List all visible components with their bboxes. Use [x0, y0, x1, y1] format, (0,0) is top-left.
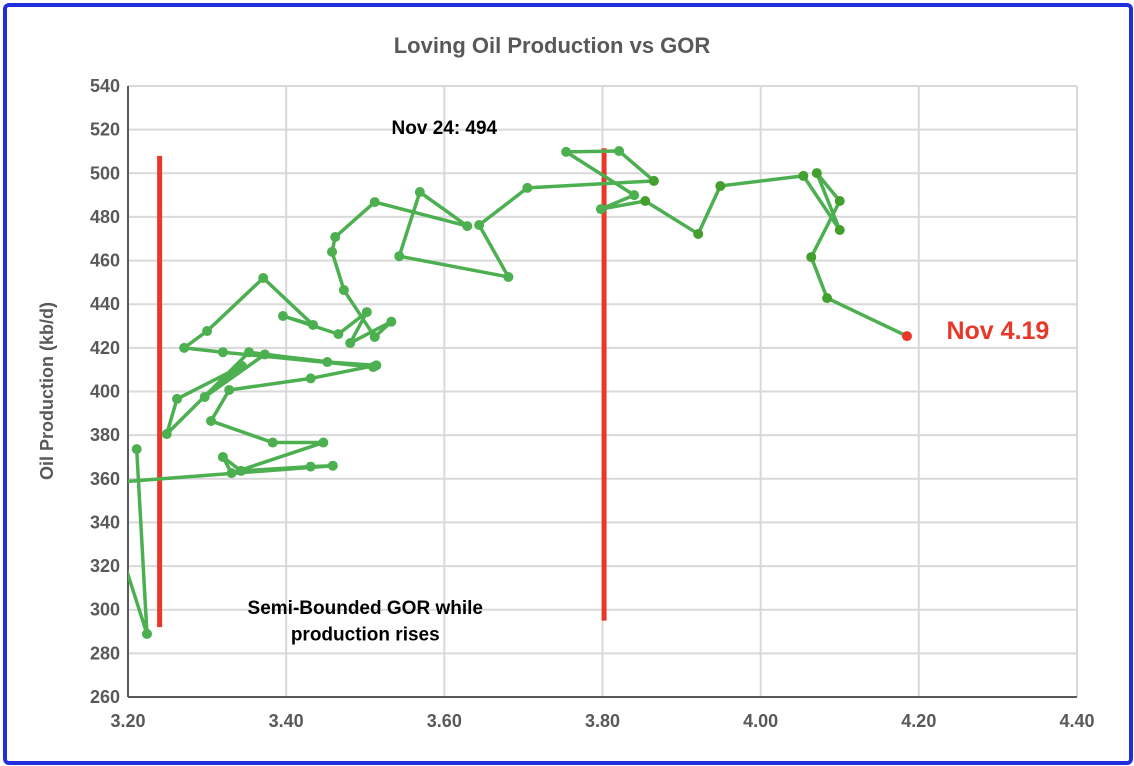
data-point	[414, 187, 425, 198]
y-tick-label: 360	[90, 469, 120, 489]
data-point	[361, 307, 372, 318]
x-tick-label: 4.40	[1059, 711, 1094, 731]
data-point	[327, 460, 338, 471]
data-point	[806, 252, 817, 263]
data-point	[394, 251, 405, 262]
chart-title: Loving Oil Production vs GOR	[394, 33, 711, 58]
data-point	[522, 182, 533, 193]
data-point	[462, 221, 473, 232]
y-tick-label: 380	[90, 425, 120, 445]
y-tick-label: 280	[90, 643, 120, 663]
data-point	[561, 146, 572, 157]
data-point	[834, 195, 845, 206]
data-point	[345, 338, 356, 349]
data-point	[243, 347, 254, 358]
data-point	[236, 465, 247, 476]
data-point	[822, 293, 833, 304]
data-point	[308, 319, 319, 330]
y-tick-label: 500	[90, 163, 120, 183]
x-tick-label: 4.20	[901, 711, 936, 731]
tick-labels: 260 280 300 320 340 360 380 400 420 440 460 480 500 5…	[90, 76, 1095, 731]
x-tick-label: 3.40	[269, 711, 304, 731]
y-tick-label: 460	[90, 251, 120, 271]
x-tick-label: 3.20	[110, 711, 145, 731]
data-point	[338, 285, 349, 296]
data-point	[131, 444, 142, 455]
y-axis-label: Oil Production (kb/d)	[37, 302, 57, 480]
data-point	[640, 195, 651, 206]
data-point	[327, 246, 338, 257]
data-point	[368, 362, 379, 373]
y-tick-label: 320	[90, 556, 120, 576]
x-tick-label: 4.00	[743, 711, 778, 731]
data-point	[648, 175, 659, 186]
data-point	[386, 316, 397, 327]
data-point	[595, 204, 606, 215]
data-point	[99, 496, 109, 506]
data-point	[318, 437, 329, 448]
data-point	[798, 170, 809, 181]
data-point	[161, 429, 172, 440]
data-point	[322, 357, 333, 368]
x-tick-label: 3.80	[585, 711, 620, 731]
data-point	[172, 393, 183, 404]
y-tick-label: 400	[90, 382, 120, 402]
data-point	[236, 360, 247, 371]
data-series	[99, 146, 912, 639]
data-point	[305, 373, 316, 384]
data-point	[259, 349, 270, 360]
data-point	[503, 271, 514, 282]
data-point	[305, 461, 316, 472]
y-tick-label: 260	[90, 687, 120, 707]
data-point	[330, 232, 341, 243]
data-point	[333, 329, 344, 340]
y-tick-label: 420	[90, 338, 120, 358]
data-point	[202, 326, 213, 337]
annotation-label: Semi-Bounded GOR while	[248, 598, 483, 619]
annotation-label: Nov 24: 494	[392, 118, 498, 139]
annotation-label: production rises	[291, 624, 440, 645]
data-point	[693, 228, 704, 239]
y-tick-label: 300	[90, 600, 120, 620]
x-tick-label: 3.60	[427, 711, 462, 731]
data-point	[278, 310, 289, 321]
data-point	[141, 628, 152, 639]
data-point	[369, 331, 380, 342]
data-point	[614, 146, 625, 157]
data-point	[199, 391, 210, 402]
data-point	[226, 468, 237, 479]
data-point	[629, 190, 640, 201]
data-point	[834, 225, 845, 236]
data-point	[224, 384, 235, 395]
y-tick-label: 540	[90, 76, 120, 96]
data-point	[217, 451, 228, 462]
last-data-point	[901, 331, 912, 342]
annotation-label: Nov 4.19	[946, 317, 1049, 345]
data-point	[217, 347, 228, 358]
data-point	[179, 342, 190, 353]
data-point	[474, 220, 485, 231]
data-point	[369, 197, 380, 208]
y-tick-label: 340	[90, 512, 120, 532]
data-point	[267, 437, 278, 448]
data-point	[715, 180, 726, 191]
data-point	[206, 415, 217, 426]
data-point	[258, 273, 269, 284]
y-tick-label: 520	[90, 120, 120, 140]
annotations: Nov 24: 494 Nov 4.19 Semi-Bounded GOR whil…	[248, 118, 1050, 645]
y-tick-label: 440	[90, 294, 120, 314]
y-tick-label: 480	[90, 207, 120, 227]
data-point	[811, 168, 822, 179]
reference-lines	[157, 148, 607, 628]
chart-frame	[3, 3, 1133, 765]
